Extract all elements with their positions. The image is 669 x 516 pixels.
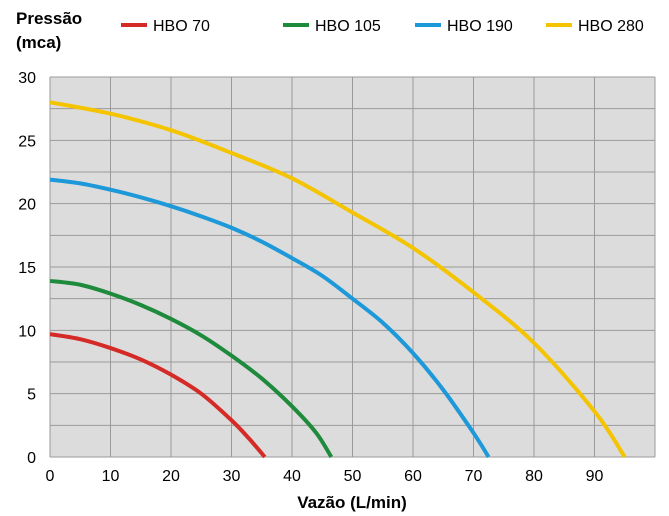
y-tick-label: 30 [18,70,36,87]
x-tick-label: 60 [404,468,422,485]
y-tick-label: 5 [27,387,36,404]
grid-lines [49,76,656,458]
y-tick-label: 25 [18,133,36,150]
x-tick-label: 40 [283,468,301,485]
x-tick-label: 50 [344,468,362,485]
x-tick-label: 0 [46,468,55,485]
series-line-hbo-105 [49,278,334,459]
x-tick-label: 80 [525,468,543,485]
x-tick-labels: 0 10 20 30 40 50 60 70 80 90 [46,468,604,485]
series-line-hbo-70 [49,332,267,459]
y-axis-label-line-1: Pressão [16,9,82,28]
y-axis-label-line-2: (mca) [16,33,61,52]
x-tick-label: 90 [586,468,604,485]
x-tick-label: 10 [102,468,120,485]
x-axis-label: Vazão (L/min) [297,493,407,512]
legend: HBO 70 HBO 105 HBO 190 HBO 280 [121,18,644,35]
legend-label: HBO 280 [578,18,644,35]
y-tick-labels: 0 5 10 15 20 25 30 [18,70,36,467]
y-tick-label: 20 [18,197,36,214]
series-line-hbo-280 [49,100,627,459]
legend-label: HBO 70 [153,18,210,35]
y-tick-label: 0 [27,450,36,467]
series-lines [49,100,627,459]
y-tick-label: 10 [18,323,36,340]
y-tick-label: 15 [18,260,36,277]
x-tick-label: 20 [162,468,180,485]
legend-label: HBO 105 [315,18,381,35]
series-line-hbo-190 [49,177,491,459]
legend-label: HBO 190 [447,18,513,35]
x-tick-label: 70 [465,468,483,485]
x-tick-label: 30 [223,468,241,485]
